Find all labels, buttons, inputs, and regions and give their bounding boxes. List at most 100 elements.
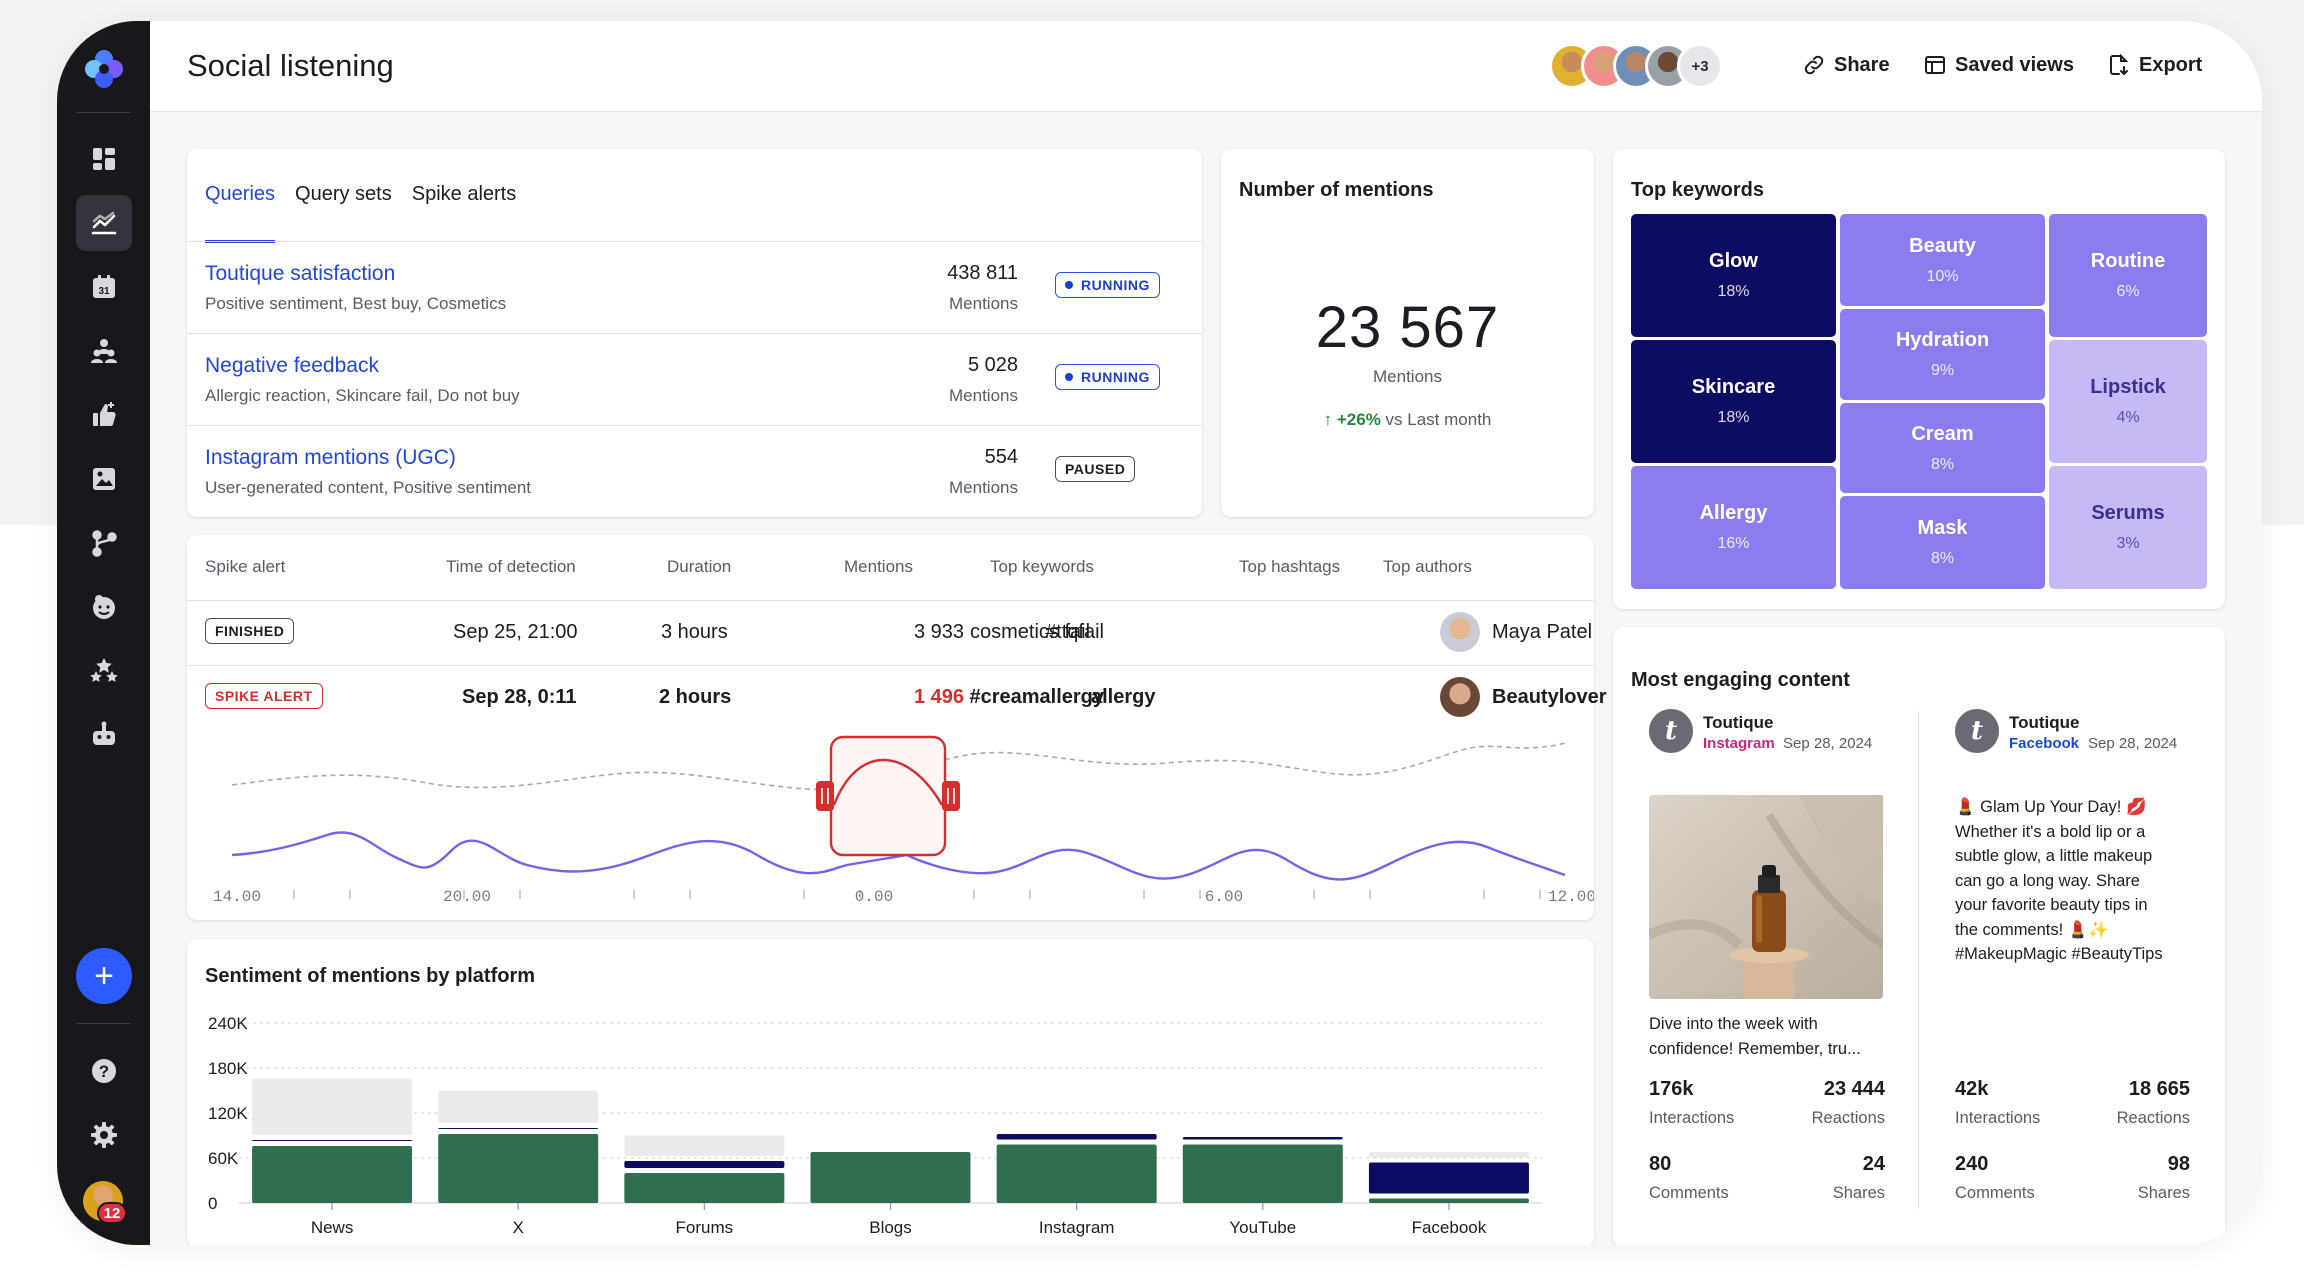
bar-positive[interactable] — [252, 1146, 413, 1203]
query-row[interactable]: Negative feedback Allergic reaction, Ski… — [187, 333, 1202, 425]
post-author[interactable]: Toutique — [1703, 713, 1774, 732]
reactions-value: 18 665 — [2128, 1078, 2190, 1100]
share-button[interactable]: Share — [1802, 53, 1890, 77]
selection-handle-right[interactable] — [942, 781, 960, 811]
bar-negative[interactable] — [252, 1140, 413, 1141]
nav-reviews[interactable] — [76, 643, 132, 699]
bar-neutral[interactable] — [438, 1090, 599, 1124]
bar-positive[interactable] — [624, 1173, 785, 1203]
mentions-card: Number of mentions 23 567 Mentions ↑ +26… — [1221, 149, 1594, 517]
status-badge: PAUSED — [1055, 456, 1136, 482]
keyword-tile[interactable]: Routine 6% — [2049, 214, 2207, 337]
keyword-tile[interactable]: Allergy 16% — [1631, 466, 1836, 589]
query-title[interactable]: Negative feedback — [205, 354, 379, 377]
tab-spike-alerts[interactable]: Spike alerts — [411, 183, 517, 205]
detection-time: Sep 28, 0:11 — [462, 686, 577, 708]
bar-positive[interactable] — [996, 1144, 1157, 1204]
people-icon — [91, 339, 117, 363]
line-chart-icon — [91, 211, 117, 235]
table-row[interactable]: SPIKE ALERT Sep 28, 0:11 2 hours 1 496 a… — [187, 665, 1607, 730]
tab-query-sets[interactable]: Query sets — [295, 183, 392, 205]
product-photo[interactable] — [1649, 795, 1883, 999]
post-text-line: 💄 Glam Up Your Day! 💋 — [1955, 798, 2147, 816]
bar-neutral[interactable] — [1368, 1152, 1529, 1158]
keyword-tile[interactable]: Hydration 9% — [1840, 309, 2045, 400]
tab-queries[interactable]: Queries — [205, 183, 276, 243]
comments-label: Comments — [1955, 1184, 2035, 1202]
selection-handle-left[interactable] — [816, 781, 834, 811]
bar-neutral[interactable] — [624, 1135, 785, 1157]
brand-avatar[interactable]: t — [1955, 709, 1999, 753]
keyword-pct: 18% — [1717, 409, 1750, 426]
bar-positive[interactable] — [438, 1134, 599, 1203]
nav-insights[interactable] — [76, 579, 132, 635]
keyword-tile[interactable]: Glow 18% — [1631, 214, 1836, 337]
bar-negative[interactable] — [996, 1134, 1157, 1140]
calendar-icon: 31 — [93, 275, 115, 298]
nav-bots[interactable] — [76, 707, 132, 763]
keyword-tile[interactable]: Beauty 10% — [1840, 214, 2045, 306]
bar-neutral[interactable] — [252, 1078, 413, 1136]
nav-audience[interactable] — [76, 323, 132, 379]
mentions-value: 23 567 — [1315, 295, 1500, 360]
spike-timeline-chart: 14.00 20.00 0.00 6.00 12.00 — [213, 735, 1594, 906]
app-logo-icon[interactable] — [82, 47, 126, 91]
nav-settings[interactable] — [76, 1107, 132, 1163]
interactions-value: 42k — [1955, 1078, 1989, 1100]
query-subtitle: Positive sentiment, Best buy, Cosmetics — [205, 294, 507, 313]
keyword-pct: 3% — [2116, 535, 2140, 552]
bar-negative[interactable] — [624, 1161, 785, 1168]
query-title[interactable]: Instagram mentions (UGC) — [205, 446, 456, 469]
top-author[interactable]: Maya Patel — [1492, 621, 1593, 643]
shares-value: 24 — [1862, 1153, 1885, 1175]
bar-negative[interactable] — [438, 1128, 599, 1129]
keyword-tile[interactable]: Skincare 18% — [1631, 340, 1836, 463]
dashboard-icon — [93, 148, 115, 170]
nav-help[interactable]: ? — [76, 1043, 132, 1099]
bar-negative[interactable] — [1182, 1137, 1343, 1140]
create-button[interactable]: + — [76, 948, 132, 1004]
more-collaborators[interactable]: +3 — [1677, 43, 1723, 89]
keyword-tile[interactable]: Serums 3% — [2049, 466, 2207, 589]
stars-icon — [90, 658, 118, 682]
axis-tick-label: 6.00 — [1205, 888, 1243, 906]
top-author[interactable]: Beautylover — [1492, 686, 1607, 708]
axis-tick-label: 12.00 — [1548, 888, 1594, 906]
nav-listening[interactable] — [76, 195, 132, 251]
table-row[interactable]: FINISHED Sep 25, 21:00 3 hours 3 933 cos… — [187, 600, 1594, 665]
nav-calendar[interactable]: 31 — [76, 259, 132, 315]
axis-tick-label: 0.00 — [855, 888, 893, 906]
post-date: Sep 28, 2024 — [1783, 735, 1873, 752]
bar-positive[interactable] — [1182, 1144, 1343, 1204]
post-text-line: Whether it's a bold lip or a — [1955, 822, 2146, 841]
keyword-tile[interactable]: Mask 8% — [1840, 496, 2045, 589]
spike-selection-window[interactable] — [829, 735, 947, 857]
keyword-tile[interactable]: Lipstick 4% — [2049, 340, 2207, 463]
nav-dashboard[interactable] — [76, 131, 132, 187]
saved-views-button[interactable]: Saved views — [1923, 53, 2074, 77]
collaborator-avatars[interactable]: +3 — [1549, 43, 1723, 91]
keyword-name: Routine — [2090, 250, 2166, 272]
help-icon: ? — [92, 1059, 116, 1083]
column-header: Time of detection — [446, 557, 576, 576]
query-title[interactable]: Toutique satisfaction — [205, 262, 396, 285]
brand-avatar[interactable]: t — [1649, 709, 1693, 753]
post-date: Sep 28, 2024 — [2088, 735, 2178, 752]
bar-negative[interactable] — [1368, 1162, 1529, 1194]
post-author[interactable]: Toutique — [2009, 713, 2080, 732]
export-button[interactable]: Export — [2107, 53, 2202, 77]
page-title: Social listening — [187, 48, 394, 83]
query-row[interactable]: Toutique satisfaction Positive sentiment… — [187, 241, 1202, 333]
mentions-trend: ↑ +26% vs Last month — [1221, 410, 1594, 430]
nav-workflows[interactable] — [76, 515, 132, 571]
bar-positive[interactable] — [810, 1152, 971, 1203]
query-row[interactable]: Instagram mentions (UGC) User-generated … — [187, 425, 1202, 517]
bar-positive[interactable] — [1368, 1198, 1529, 1204]
sidebar: 31 + ? 12 — [57, 21, 150, 1245]
nav-media[interactable] — [76, 451, 132, 507]
query-subtitle: User-generated content, Positive sentime… — [205, 478, 532, 497]
y-tick-label: 60K — [208, 1149, 239, 1168]
nav-engagement[interactable] — [76, 387, 132, 443]
column-header: Duration — [667, 557, 732, 576]
keyword-tile[interactable]: Cream 8% — [1840, 403, 2045, 493]
